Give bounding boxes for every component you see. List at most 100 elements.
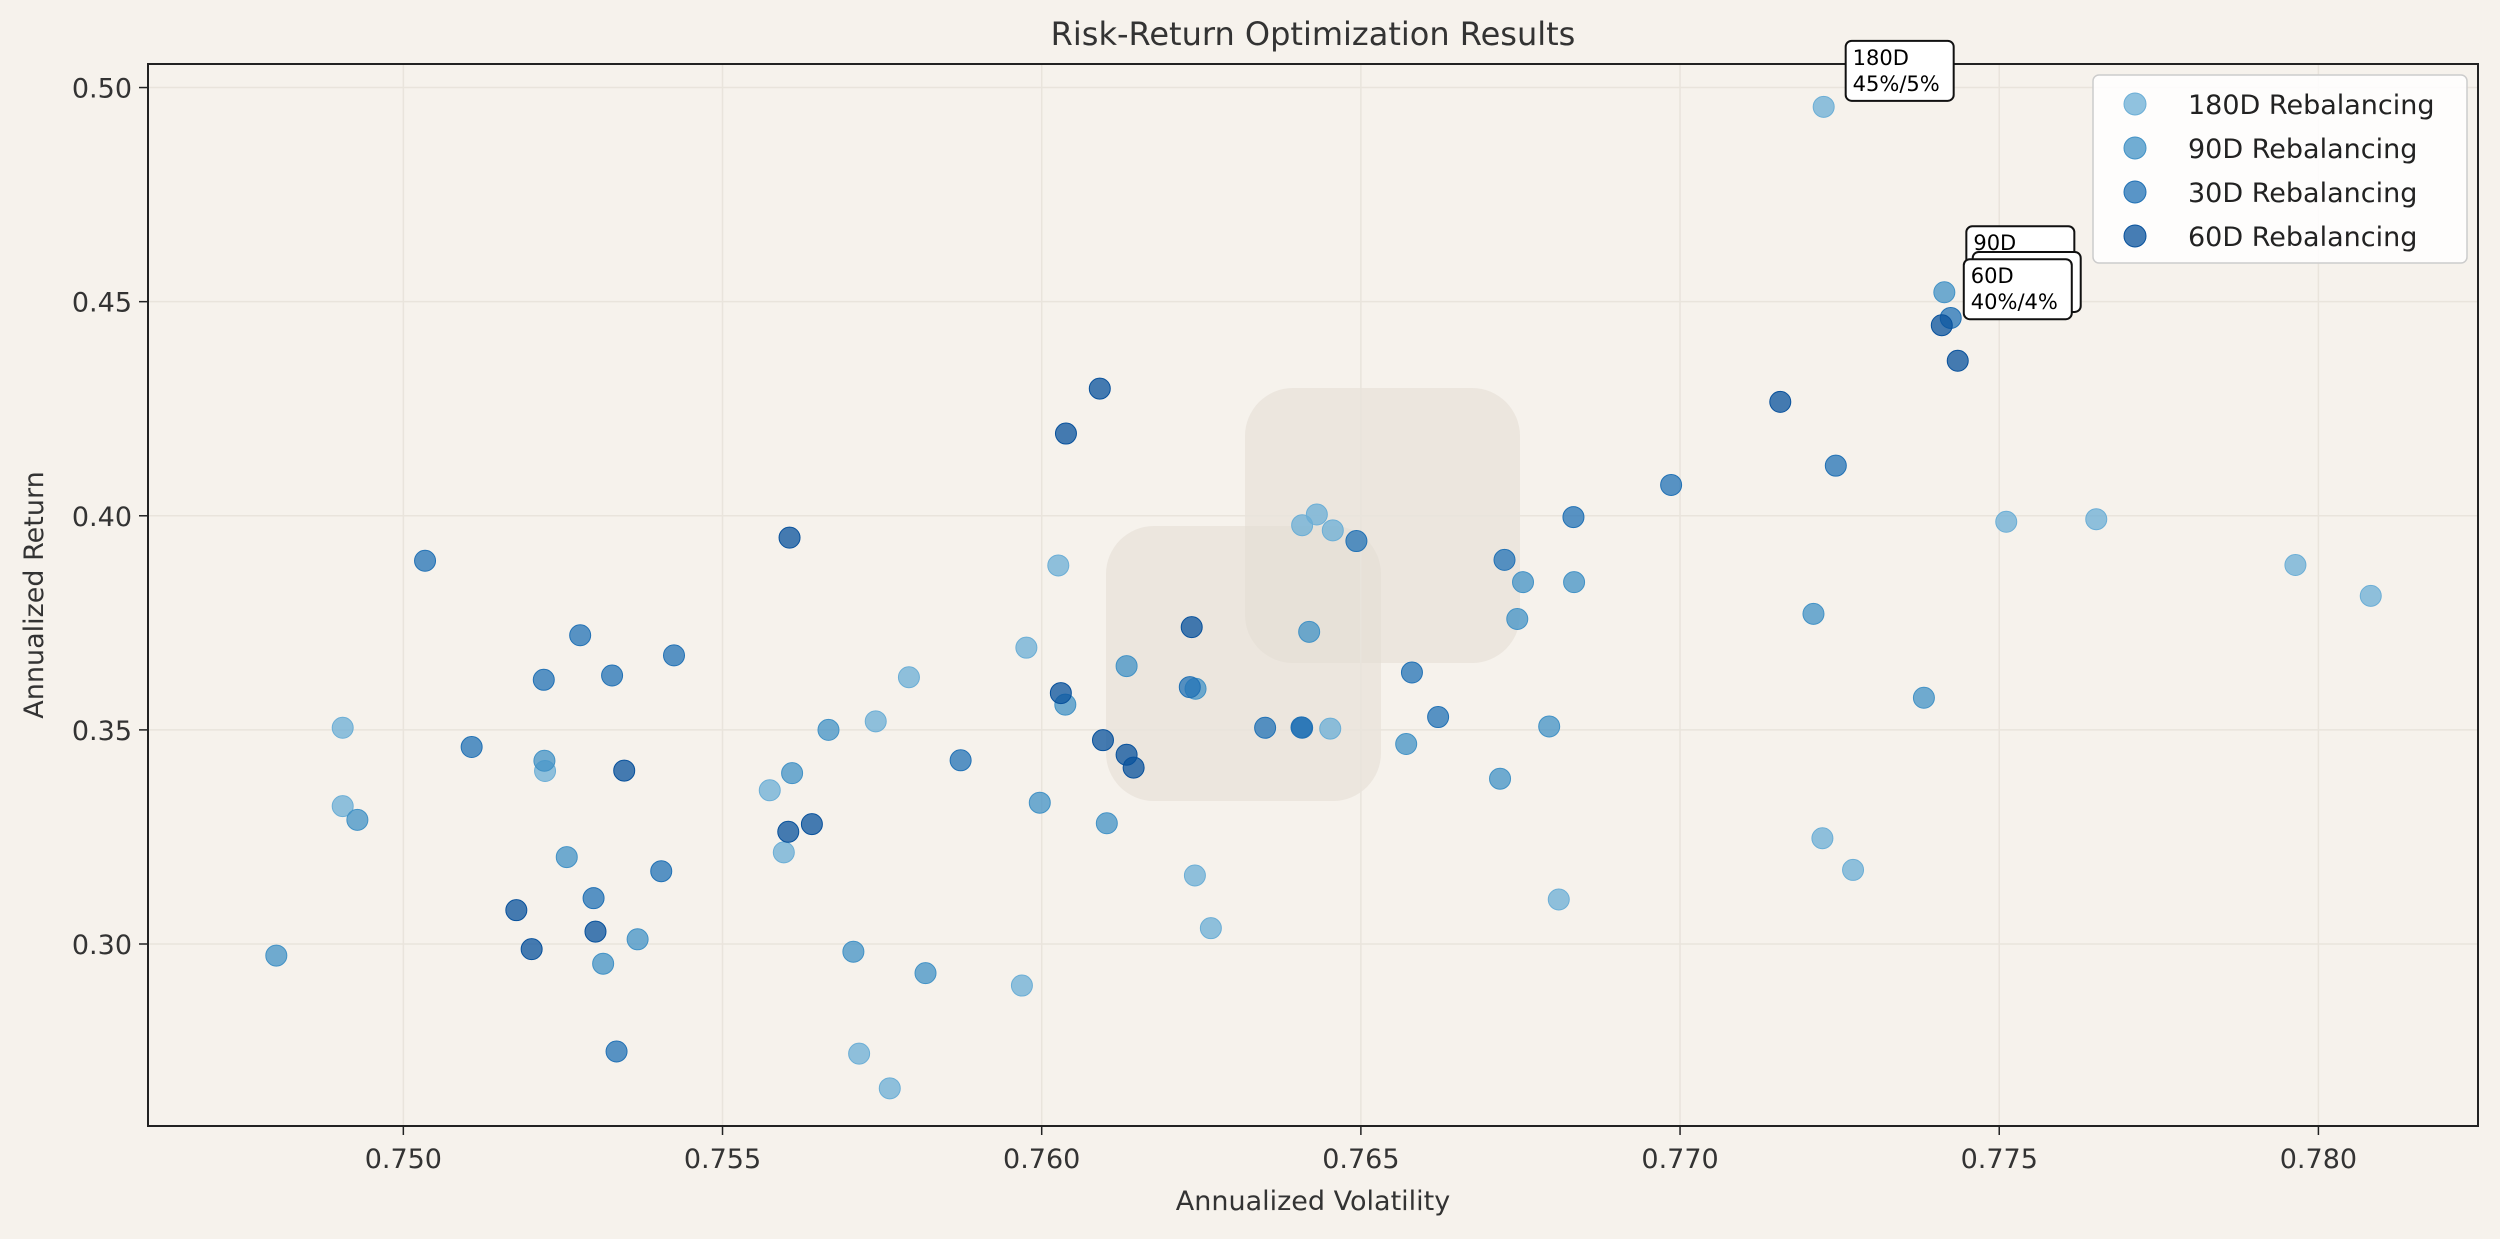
- scatter-point: [1183, 864, 1206, 887]
- y-tick-label: 0.45: [72, 288, 132, 319]
- scatter-point: [817, 718, 840, 741]
- legend-marker: [2123, 224, 2147, 248]
- y-tick-label: 0.50: [72, 74, 132, 105]
- scatter-point: [505, 899, 528, 922]
- scatter-point: [592, 952, 615, 975]
- legend-label: 180D Rebalancing: [2188, 90, 2435, 121]
- scatter-point: [605, 1040, 628, 1063]
- scatter-point: [555, 846, 578, 869]
- scatter-point: [1489, 767, 1512, 790]
- scatter-point: [1290, 716, 1313, 739]
- x-axis-ticks: 0.750 0.755 0.760 0.765 0.770 0.775 0.780: [365, 1126, 2357, 1175]
- scatter-point: [897, 666, 920, 689]
- scatter-point: [758, 779, 781, 802]
- scatter-point: [414, 549, 437, 572]
- scatter-point: [2085, 508, 2108, 531]
- annotation-box: [1844, 39, 1955, 102]
- scatter-point: [582, 887, 605, 910]
- scatter-point: [1122, 756, 1145, 779]
- scatter-point: [1912, 686, 1935, 709]
- x-tick-label: 0.760: [1003, 1144, 1080, 1175]
- legend-marker: [2123, 136, 2147, 160]
- legend-marker: [2123, 180, 2147, 204]
- scatter-point: [1506, 607, 1529, 630]
- scatter-point: [1538, 715, 1561, 738]
- scatter-point: [1054, 422, 1077, 445]
- scatter-point: [1254, 716, 1277, 739]
- scatter-point: [1811, 827, 1834, 850]
- x-axis-label: Annualized Volatility: [1176, 1186, 1450, 1217]
- scatter-point: [1842, 858, 1865, 881]
- chart-title: Risk-Return Optimization Results: [1051, 15, 1576, 53]
- scatter-point: [1345, 530, 1368, 553]
- scatter-point: [1010, 974, 1033, 997]
- scatter-points: [265, 95, 2382, 1100]
- scatter-point: [1995, 510, 2018, 533]
- scatter-point: [842, 940, 865, 963]
- y-tick-label: 0.35: [72, 716, 132, 747]
- scatter-point: [1298, 620, 1321, 643]
- scatter-point: [1824, 454, 1847, 477]
- scatter-point: [1321, 519, 1344, 542]
- scatter-point: [1095, 812, 1118, 835]
- scatter-point: [878, 1077, 901, 1100]
- scatter-point: [663, 644, 686, 667]
- annotation-text: 40%/4%: [1971, 290, 2058, 314]
- scatter-point: [772, 841, 795, 864]
- scatter-point: [265, 944, 288, 967]
- scatter-point: [949, 749, 972, 772]
- scatter-point: [1180, 616, 1203, 639]
- scatter-point: [533, 749, 556, 772]
- legend-label: 60D Rebalancing: [2188, 222, 2417, 253]
- scatter-point: [800, 813, 823, 836]
- scatter-point: [1319, 717, 1342, 740]
- scatter-point: [1049, 682, 1072, 705]
- x-tick-label: 0.765: [1322, 1144, 1399, 1175]
- scatter-point: [1547, 888, 1570, 911]
- scatter-point: [1769, 390, 1792, 413]
- legend-label: 30D Rebalancing: [2188, 178, 2417, 209]
- y-axis-label: Annualized Return: [19, 471, 50, 718]
- x-tick-label: 0.780: [2280, 1144, 2357, 1175]
- scatter-point: [613, 759, 636, 782]
- scatter-point: [1178, 676, 1201, 699]
- legend-box: [2092, 74, 2468, 264]
- scatter-point: [1562, 506, 1585, 529]
- scatter-point: [1115, 655, 1138, 678]
- x-tick-label: 0.775: [1961, 1144, 2038, 1175]
- scatter-point: [2284, 554, 2307, 577]
- scatter-point: [781, 762, 804, 785]
- scatter-point: [1199, 917, 1222, 940]
- annotation-box: [1962, 258, 2073, 321]
- scatter-point: [569, 624, 592, 647]
- scatter-point: [650, 860, 673, 883]
- scatter-point: [1802, 602, 1825, 625]
- scatter-point: [1946, 349, 1969, 372]
- scatter-point: [1812, 95, 1835, 118]
- annotation-text: 60D: [1971, 264, 2014, 288]
- scatter-point: [1305, 503, 1328, 526]
- scatter-point: [532, 668, 555, 691]
- y-tick-label: 0.40: [72, 502, 132, 533]
- scatter-point: [864, 710, 887, 733]
- scatter-point: [777, 820, 800, 843]
- scatter-point: [1088, 377, 1111, 400]
- scatter-point: [331, 795, 354, 818]
- scatter-point: [1395, 733, 1418, 756]
- scatter-point: [1933, 281, 1956, 304]
- watermark-logo: [1106, 388, 1520, 801]
- scatter-point: [584, 920, 607, 943]
- scatter-point: [331, 716, 354, 739]
- x-tick-label: 0.750: [365, 1144, 442, 1175]
- scatter-point: [1563, 571, 1586, 594]
- x-tick-label: 0.770: [1641, 1144, 1718, 1175]
- scatter-point: [1400, 661, 1423, 684]
- scatter-point: [1660, 473, 1683, 496]
- scatter-point: [626, 928, 649, 951]
- scatter-point: [778, 526, 801, 549]
- annotation-text: 45%/5%: [1853, 72, 1940, 96]
- scatter-point: [1493, 548, 1516, 571]
- scatter-point: [1427, 706, 1450, 729]
